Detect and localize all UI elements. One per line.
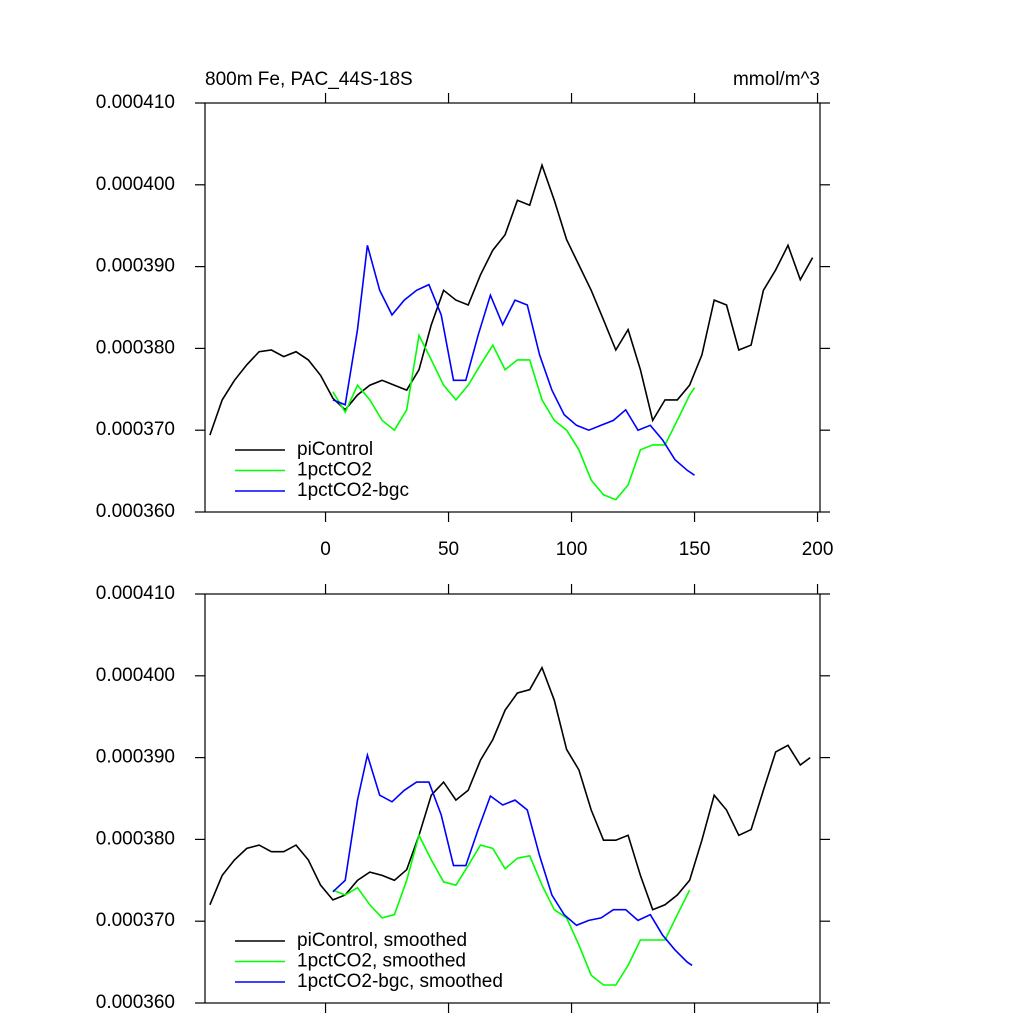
y-tick-label: 0.000370 [96,419,175,440]
y-tick-label: 0.000400 [96,174,175,195]
plot-frame [204,593,821,1004]
legend-label: 1pctCO2-bgc, smoothed [297,971,503,992]
series-line [332,751,693,967]
series-line [332,245,695,476]
legend-label: piControl [297,439,373,460]
x-tick-label: 0 [320,539,331,560]
x-tick-label: 200 [802,539,834,560]
y-tick-label: 0.000380 [96,828,175,849]
y-tick-label: 0.000410 [96,583,175,604]
legend-label: 1pctCO2, smoothed [297,951,466,972]
y-tick-label: 0.000390 [96,256,175,277]
x-tick-label: 100 [556,539,588,560]
y-tick-label: 0.000390 [96,747,175,768]
plot-frame [204,102,821,513]
units-label: mmol/m^3 [733,69,820,90]
series-line [332,833,691,986]
legend-label: 1pctCO2-bgc [297,480,409,501]
y-tick-label: 0.000400 [96,665,175,686]
y-tick-label: 0.000380 [96,337,175,358]
y-tick-label: 0.000360 [96,992,175,1013]
chart-title: 800m Fe, PAC_44S-18S [205,69,413,90]
y-tick-label: 0.000370 [96,910,175,931]
series-line [332,332,696,501]
legend-label: piControl, smoothed [297,930,467,951]
legend-label: 1pctCO2 [297,460,372,481]
series-line [209,665,811,911]
series-line [209,162,814,436]
y-tick-label: 0.000360 [96,501,175,522]
y-tick-label: 0.000410 [96,92,175,113]
x-tick-label: 50 [438,539,459,560]
x-tick-label: 150 [679,539,711,560]
